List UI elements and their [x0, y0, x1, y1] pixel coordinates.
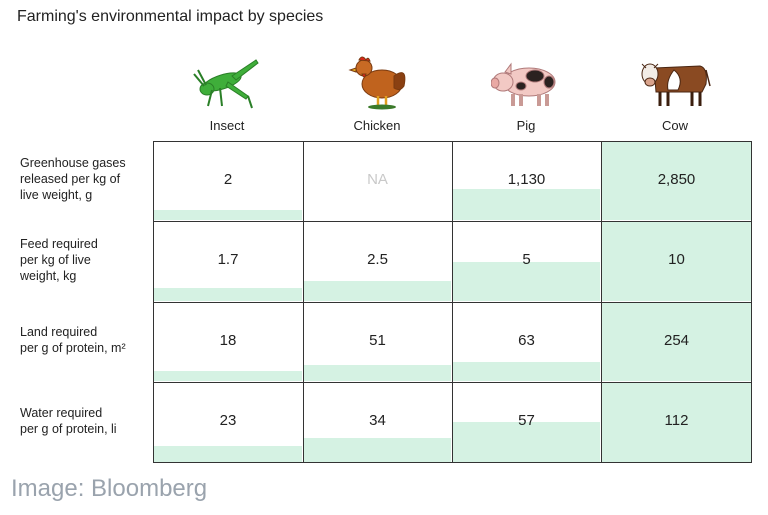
cell-value: 2,850 [657, 171, 696, 188]
cell-value: 57 [518, 412, 535, 429]
row-label: Water required per g of protein, li [20, 405, 150, 437]
cell-value: 1.7 [217, 251, 239, 268]
value-bar [154, 445, 302, 462]
row-label-line: released per kg of [20, 172, 121, 186]
table-cell: 63 [452, 302, 602, 383]
table-cell: 1.7 [153, 221, 304, 303]
table-cell: 2.5 [303, 221, 453, 303]
table-cell: NA [303, 141, 453, 222]
table-cell: 5 [452, 221, 602, 303]
value-bar [453, 361, 600, 381]
value-bar [154, 210, 302, 220]
table-cell: 1,130 [452, 141, 602, 222]
row-label-line: weight, kg [20, 268, 77, 283]
table-cell: 112 [601, 382, 752, 463]
cell-value: 2 [223, 171, 233, 188]
row-label-line: live weight, g [20, 188, 93, 202]
table-cell: 18 [153, 302, 304, 383]
species-header-insect: Insect [153, 52, 301, 140]
cell-value: 2.5 [367, 251, 388, 268]
row-label-line: Land required [20, 325, 98, 339]
value-bar [602, 222, 751, 301]
species-header-pig: Pig [452, 52, 600, 140]
table-cell: 254 [601, 302, 752, 383]
row-label-line: per g of protein, li [20, 421, 117, 436]
table-cell: 10 [601, 221, 752, 303]
value-bar [154, 371, 302, 381]
row-label: Greenhouse gases released per kg of live w… [20, 155, 150, 203]
column-header: Insect [209, 118, 245, 133]
cell-value: 18 [219, 332, 237, 349]
cell-value: 63 [518, 332, 535, 349]
row-label-line: per g of protein, m² [20, 341, 126, 355]
column-header: Pig [516, 118, 536, 133]
table-cell: 51 [303, 302, 453, 383]
value-bar [602, 383, 751, 462]
chart-title: Farming's environmental impact by specie… [17, 8, 324, 25]
value-bar [304, 365, 451, 381]
row-label-line: Feed required [20, 236, 98, 251]
cell-value: 23 [219, 412, 237, 429]
row-label-line: Water required [20, 405, 103, 420]
species-header-cow: Cow [601, 52, 749, 140]
table-cell: 23 [153, 382, 304, 463]
value-bar [602, 303, 751, 381]
cell-value: NA [367, 171, 388, 188]
image-credit: Image: Bloomberg [11, 475, 208, 502]
value-bar [154, 287, 302, 301]
value-bar [304, 281, 451, 301]
row-label: Land required per g of protein, m² [20, 324, 150, 356]
table-cell: 34 [303, 382, 453, 463]
table-cell: 2,850 [601, 141, 752, 222]
cell-value: 254 [663, 332, 690, 349]
value-bar [304, 438, 451, 462]
cell-value: 51 [369, 332, 386, 349]
table-cell: 57 [452, 382, 602, 463]
column-header: Cow [661, 118, 688, 133]
value-bar [602, 142, 751, 220]
row-label-line: Greenhouse gases [20, 156, 126, 170]
cell-value: 34 [369, 412, 386, 429]
cell-value: 112 [664, 412, 689, 429]
value-bar [453, 421, 600, 462]
row-label-line: per kg of live [20, 252, 91, 267]
cell-value: 10 [668, 251, 685, 268]
table-cell: 2 [153, 141, 304, 222]
data-table: 2 NA 1,130 2,850 1.7 2.5 5 10 18 51 63 254 23 34 57 112 [153, 141, 752, 463]
cell-value: 5 [522, 251, 531, 268]
species-header-chicken: Chicken [303, 52, 451, 140]
value-bar [453, 261, 600, 301]
cell-value: 1,130 [507, 171, 546, 188]
row-label: Feed required per kg of live weight, kg [20, 236, 150, 284]
value-bar [453, 189, 600, 220]
column-header: Chicken [353, 118, 401, 133]
